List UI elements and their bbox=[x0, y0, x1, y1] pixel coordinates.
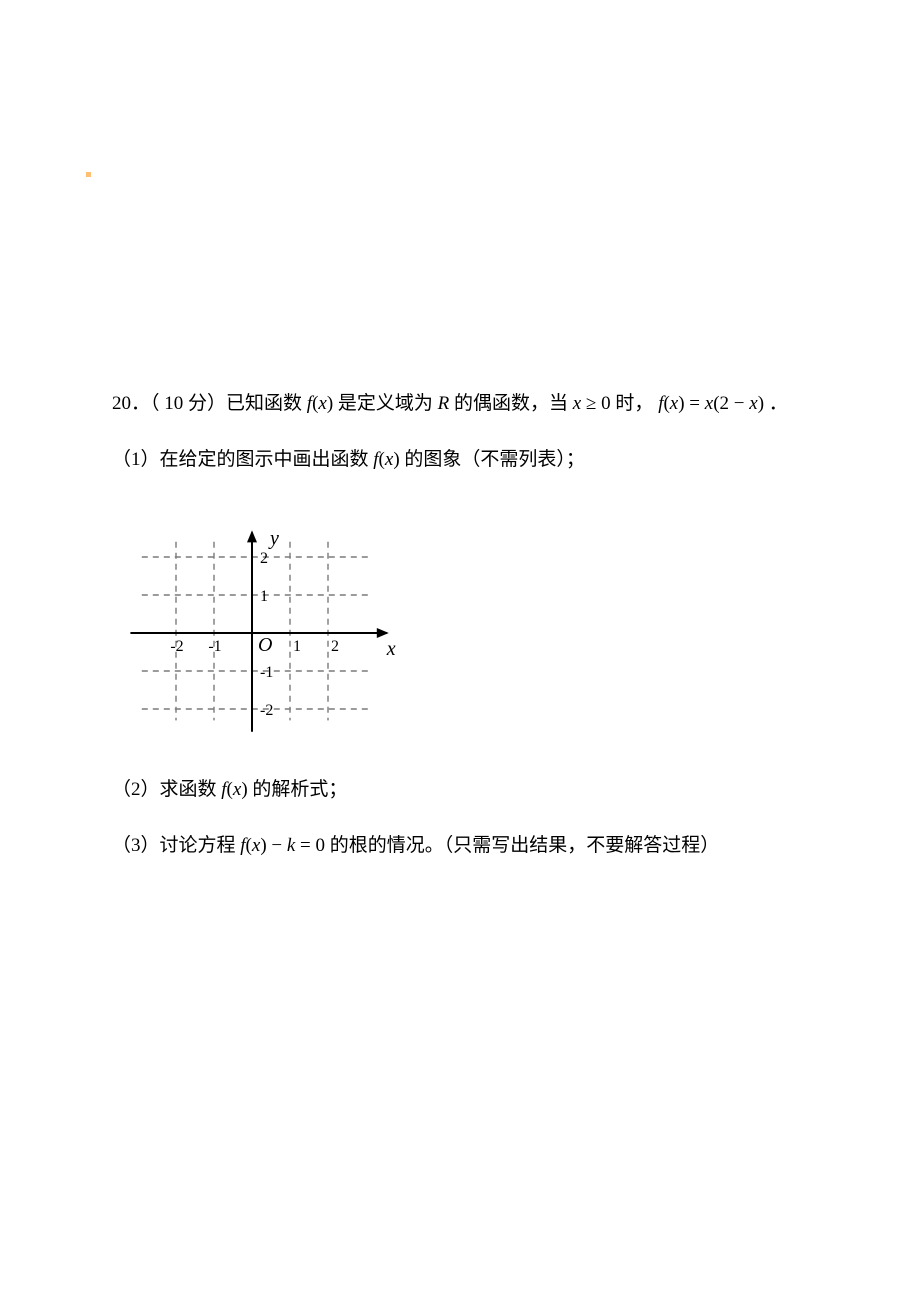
fn-fx-3: f(x) bbox=[221, 779, 247, 800]
problem-number: 20 bbox=[112, 393, 131, 414]
part-3: （3）讨论方程 f(x) − k = 0 的根的情况。（只需写出结果，不要解答过… bbox=[112, 828, 832, 864]
svg-text:2: 2 bbox=[331, 638, 339, 655]
stem-mid3: 时， bbox=[611, 393, 659, 414]
part1-prefix: （1）在给定的图示中画出函数 bbox=[112, 449, 373, 470]
fn-fx: f(x) bbox=[307, 393, 333, 414]
domain-R: R bbox=[438, 393, 450, 414]
stem-prefix: ．（ bbox=[131, 393, 164, 414]
svg-text:O: O bbox=[258, 634, 272, 656]
svg-text:x: x bbox=[386, 638, 396, 660]
svg-text:2: 2 bbox=[260, 550, 268, 567]
svg-text:y: y bbox=[268, 528, 279, 550]
stem-mid2: 的偶函数，当 bbox=[449, 393, 573, 414]
svg-text:1: 1 bbox=[260, 588, 268, 605]
part2-suffix: 的解析式； bbox=[248, 779, 348, 800]
coordinate-grid: -2 -1 1 2 -2 -1 1 2 x y O bbox=[92, 498, 832, 758]
part1-suffix: 的图象（不需列表）； bbox=[400, 449, 585, 470]
svg-text:1: 1 bbox=[293, 638, 301, 655]
problem-20: 20．（ 10 分）已知函数 f(x) 是定义域为 R 的偶函数，当 x ≥ 0… bbox=[112, 386, 832, 884]
stem-end: ． bbox=[764, 393, 788, 414]
condition: x ≥ 0 bbox=[573, 393, 611, 414]
stem-mid1: 是定义域为 bbox=[333, 393, 438, 414]
part2-prefix: （2）求函数 bbox=[112, 779, 221, 800]
p3-expr: f(x) − k = 0 bbox=[240, 835, 325, 856]
decorative-marker bbox=[86, 172, 91, 177]
f-expr: f(x) = x(2 − x) bbox=[658, 393, 764, 414]
svg-text:-1: -1 bbox=[260, 664, 273, 681]
part-2: （2）求函数 f(x) 的解析式； bbox=[112, 772, 832, 808]
graph-svg: -2 -1 1 2 -2 -1 1 2 x y O bbox=[92, 498, 412, 758]
part3-suffix: 的根的情况。（只需写出结果，不要解答过程） bbox=[325, 835, 719, 856]
fn-fx-2: f(x) bbox=[373, 449, 399, 470]
problem-points: 10 bbox=[164, 393, 183, 414]
page: 20．（ 10 分）已知函数 f(x) 是定义域为 R 的偶函数，当 x ≥ 0… bbox=[0, 0, 920, 1302]
svg-text:-1: -1 bbox=[208, 638, 221, 655]
stem-points-suffix: 分）已知函数 bbox=[183, 393, 307, 414]
svg-text:-2: -2 bbox=[260, 702, 273, 719]
part3-prefix: （3）讨论方程 bbox=[112, 835, 240, 856]
svg-text:-2: -2 bbox=[170, 638, 183, 655]
problem-stem: 20．（ 10 分）已知函数 f(x) 是定义域为 R 的偶函数，当 x ≥ 0… bbox=[112, 386, 832, 422]
part-1: （1）在给定的图示中画出函数 f(x) 的图象（不需列表）； bbox=[112, 442, 832, 478]
